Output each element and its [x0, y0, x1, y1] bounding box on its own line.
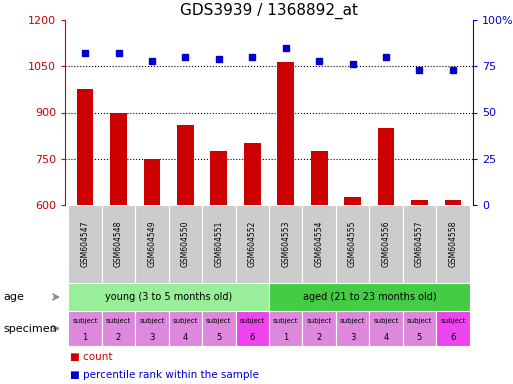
Text: GSM604555: GSM604555 [348, 221, 357, 267]
Bar [445, 200, 461, 205]
Text: 1: 1 [283, 333, 288, 342]
Bar [169, 311, 202, 346]
Text: 2: 2 [317, 333, 322, 342]
Bar [244, 143, 261, 205]
Bar [135, 311, 169, 346]
Text: GSM604552: GSM604552 [248, 221, 257, 267]
Bar [68, 205, 102, 283]
Bar [303, 205, 336, 283]
Text: subject: subject [173, 318, 198, 324]
Bar [278, 61, 294, 205]
Text: subject: subject [206, 318, 231, 324]
Bar [102, 205, 135, 283]
Text: subject: subject [407, 318, 432, 324]
Bar [436, 311, 470, 346]
Text: 1: 1 [83, 333, 88, 342]
Bar [210, 151, 227, 205]
Bar [68, 311, 102, 346]
Bar [144, 159, 160, 205]
Text: GSM604549: GSM604549 [147, 221, 156, 267]
Bar [177, 125, 194, 205]
Bar [169, 205, 202, 283]
Text: 3: 3 [350, 333, 356, 342]
Text: 6: 6 [250, 333, 255, 342]
Bar [369, 205, 403, 283]
Text: GSM604556: GSM604556 [382, 221, 390, 267]
Text: subject: subject [240, 318, 265, 324]
Text: subject: subject [273, 318, 299, 324]
Bar [411, 200, 428, 205]
Text: subject: subject [72, 318, 98, 324]
Bar [269, 283, 470, 311]
Text: GSM604547: GSM604547 [81, 221, 90, 267]
Bar [403, 311, 436, 346]
Text: ■ percentile rank within the sample: ■ percentile rank within the sample [70, 369, 259, 379]
Text: subject: subject [139, 318, 165, 324]
Text: GSM604551: GSM604551 [214, 221, 223, 267]
Bar [336, 205, 369, 283]
Bar [311, 151, 327, 205]
Text: GSM604557: GSM604557 [415, 221, 424, 267]
Bar [344, 197, 361, 205]
Bar [202, 311, 235, 346]
Text: GSM604548: GSM604548 [114, 221, 123, 267]
Text: 5: 5 [417, 333, 422, 342]
Text: 4: 4 [183, 333, 188, 342]
Text: subject: subject [306, 318, 332, 324]
Text: GSM604553: GSM604553 [281, 221, 290, 267]
Text: 2: 2 [116, 333, 121, 342]
Bar [135, 205, 169, 283]
Text: subject: subject [340, 318, 365, 324]
Text: specimen: specimen [3, 323, 57, 333]
Title: GDS3939 / 1368892_at: GDS3939 / 1368892_at [180, 2, 358, 19]
Text: 6: 6 [450, 333, 456, 342]
Text: GSM604558: GSM604558 [448, 221, 458, 267]
Text: 4: 4 [383, 333, 389, 342]
Bar [269, 205, 303, 283]
Bar [436, 205, 470, 283]
Bar [269, 311, 303, 346]
Bar [110, 113, 127, 205]
Bar [336, 311, 369, 346]
Text: GSM604550: GSM604550 [181, 221, 190, 267]
Text: GSM604554: GSM604554 [314, 221, 324, 267]
Bar [378, 128, 394, 205]
Text: 5: 5 [216, 333, 222, 342]
Bar [369, 311, 403, 346]
Bar [235, 205, 269, 283]
Text: 3: 3 [149, 333, 154, 342]
Text: age: age [3, 292, 24, 302]
Text: subject: subject [373, 318, 399, 324]
Text: ■ count: ■ count [70, 353, 113, 362]
Bar [102, 311, 135, 346]
Bar [77, 89, 93, 205]
Bar [235, 311, 269, 346]
Text: aged (21 to 23 months old): aged (21 to 23 months old) [303, 292, 436, 302]
Bar [202, 205, 235, 283]
Bar [68, 283, 269, 311]
Text: subject: subject [440, 318, 466, 324]
Bar [303, 311, 336, 346]
Text: subject: subject [106, 318, 131, 324]
Bar [403, 205, 436, 283]
Text: young (3 to 5 months old): young (3 to 5 months old) [105, 292, 232, 302]
